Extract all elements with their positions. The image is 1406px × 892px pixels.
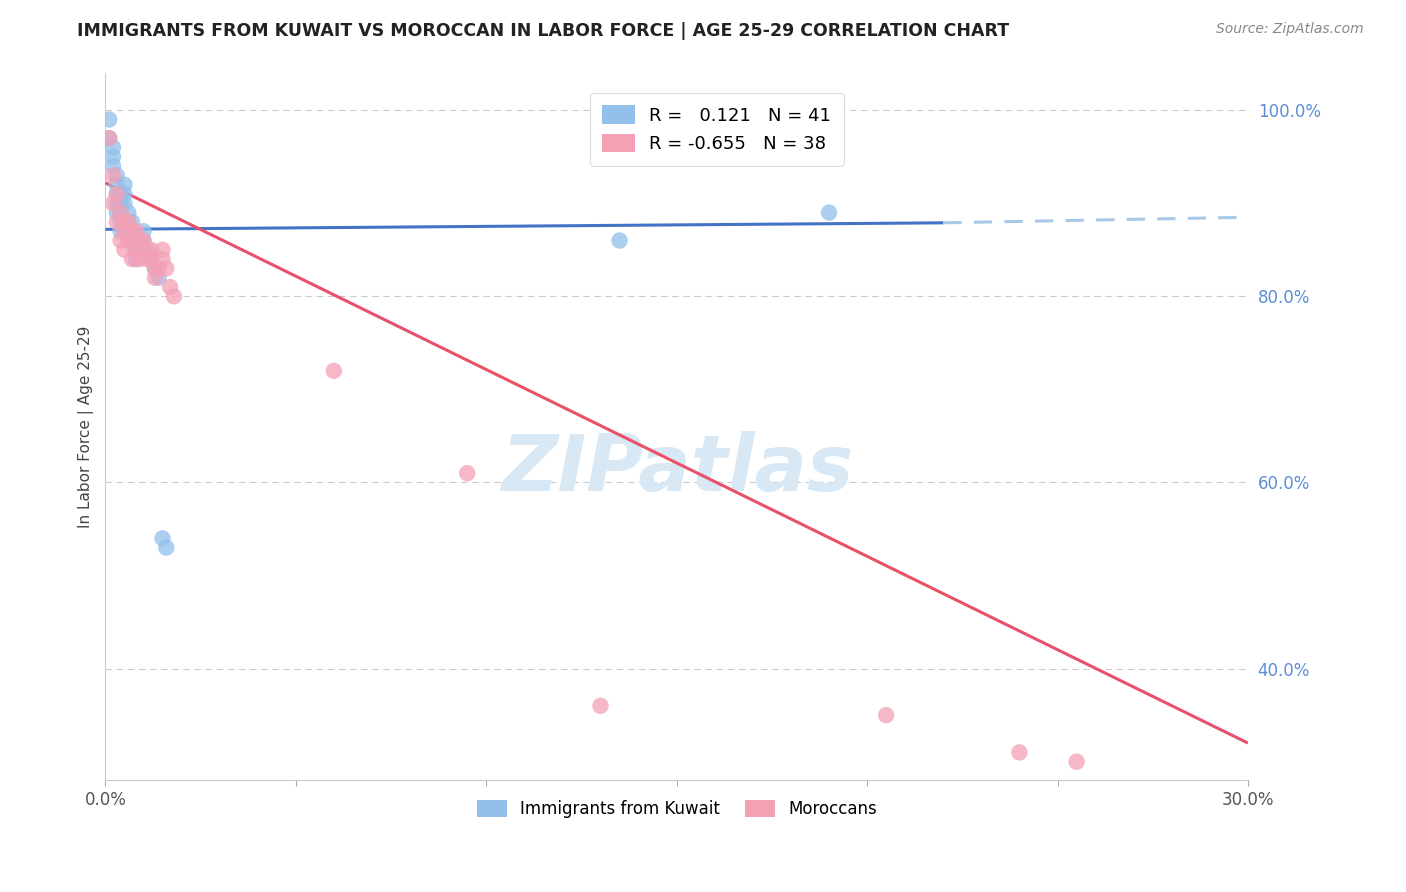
Text: ZIPatlas: ZIPatlas (501, 431, 853, 507)
Point (105, 196, 128, 211)
Point (110, 205, 132, 219)
Point (155, 541, 177, 555)
Point (143, 261, 166, 276)
Point (152, 532, 174, 546)
Legend: Immigrants from Kuwait, Moroccans: Immigrants from Kuwait, Moroccans (470, 794, 883, 825)
Point (163, 289, 186, 303)
Point (98, 131, 121, 145)
Text: IMMIGRANTS FROM KUWAIT VS MOROCCAN IN LABOR FORCE | AGE 25-29 CORRELATION CHART: IMMIGRANTS FROM KUWAIT VS MOROCCAN IN LA… (77, 22, 1010, 40)
Point (105, 186, 128, 201)
Point (128, 234, 150, 248)
Point (152, 243, 174, 257)
Point (121, 224, 143, 238)
Point (132, 224, 155, 238)
Point (112, 243, 135, 257)
Point (128, 243, 150, 257)
Point (105, 205, 128, 219)
Point (101, 169, 124, 183)
Point (139, 252, 162, 266)
Y-axis label: In Labor Force | Age 25-29: In Labor Force | Age 25-29 (79, 326, 94, 528)
Point (121, 215, 143, 229)
Point (101, 159, 124, 173)
Point (105, 215, 128, 229)
Point (110, 224, 132, 238)
Point (148, 261, 170, 276)
Point (125, 224, 148, 238)
Point (1066, 755, 1088, 769)
Point (117, 234, 139, 248)
Point (112, 196, 135, 211)
Point (139, 252, 162, 266)
Point (121, 234, 143, 248)
Point (110, 196, 132, 211)
Point (117, 215, 139, 229)
Point (875, 708, 897, 723)
Point (112, 224, 135, 238)
Point (143, 270, 166, 285)
Point (136, 243, 159, 257)
Point (117, 224, 139, 238)
Point (322, 364, 344, 378)
Point (125, 243, 148, 257)
Point (136, 252, 159, 266)
Text: Source: ZipAtlas.com: Source: ZipAtlas.com (1216, 22, 1364, 37)
Point (98, 112, 121, 127)
Point (139, 243, 162, 257)
Point (112, 186, 135, 201)
Point (98, 131, 121, 145)
Point (112, 215, 135, 229)
Point (609, 234, 631, 248)
Point (1008, 745, 1031, 759)
Point (456, 466, 478, 480)
Point (117, 205, 139, 219)
Point (112, 215, 135, 229)
Point (143, 261, 166, 276)
Point (110, 205, 132, 219)
Point (121, 234, 143, 248)
Point (132, 234, 155, 248)
Point (110, 186, 132, 201)
Point (101, 196, 124, 211)
Point (117, 215, 139, 229)
Point (125, 252, 148, 266)
Point (110, 215, 132, 229)
Point (121, 252, 143, 266)
Point (155, 261, 177, 276)
Point (589, 698, 612, 713)
Point (105, 169, 128, 183)
Point (105, 178, 128, 192)
Point (112, 224, 135, 238)
Point (132, 243, 155, 257)
Point (112, 178, 135, 192)
Point (105, 186, 128, 201)
Point (101, 150, 124, 164)
Point (128, 234, 150, 248)
Point (128, 252, 150, 266)
Point (101, 140, 124, 154)
Point (125, 243, 148, 257)
Point (159, 280, 181, 294)
Point (152, 252, 174, 266)
Point (132, 234, 155, 248)
Point (117, 234, 139, 248)
Point (121, 224, 143, 238)
Point (110, 234, 132, 248)
Point (818, 205, 841, 219)
Point (148, 270, 170, 285)
